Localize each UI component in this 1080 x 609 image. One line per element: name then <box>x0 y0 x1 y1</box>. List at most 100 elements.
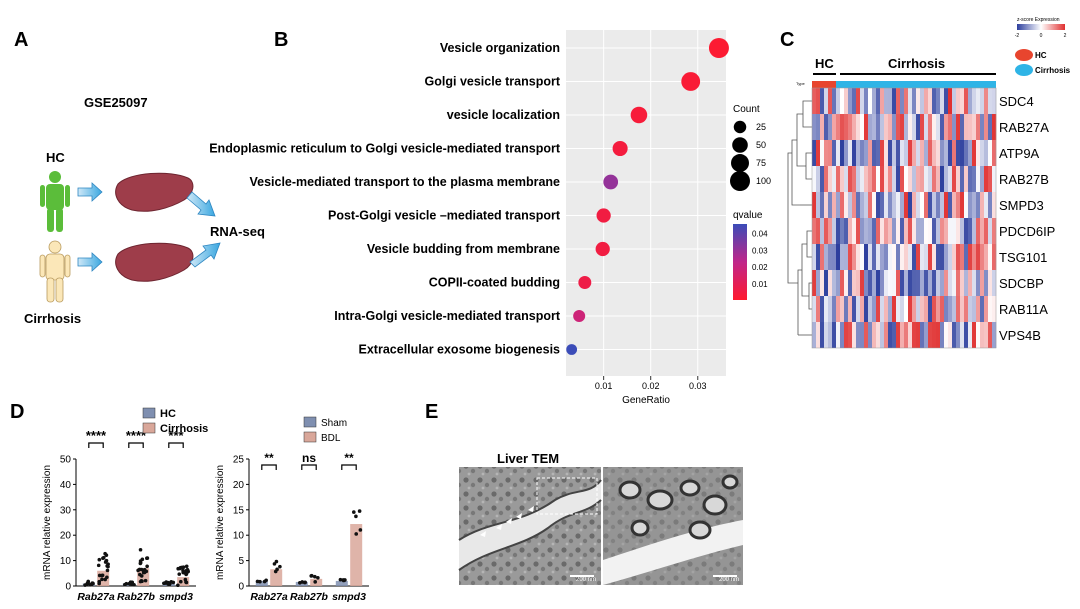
heatmap-cell <box>912 244 917 270</box>
heatmap-cell <box>840 270 845 296</box>
data-point <box>338 577 343 582</box>
heatmap-cell <box>860 322 865 348</box>
heatmap-cell <box>872 88 877 114</box>
heatmap-cell <box>820 270 825 296</box>
liver-icon <box>115 172 194 212</box>
heatmap-cell <box>880 114 885 140</box>
data-point <box>178 565 183 570</box>
heatmap-cell <box>924 322 929 348</box>
heatmap-cell <box>920 296 925 322</box>
term-label: Endoplasmic reticulum to Golgi vesicle-m… <box>209 142 561 156</box>
heatmap-border <box>811 87 997 349</box>
heatmap-cell <box>816 296 821 322</box>
data-point <box>138 579 143 584</box>
row-dendrogram <box>787 100 812 336</box>
heatmap-cell <box>956 218 961 244</box>
heatmap-cell <box>864 140 869 166</box>
heatmap-cell <box>944 322 949 348</box>
y-tick-label: 20 <box>233 480 245 491</box>
data-point <box>106 564 110 569</box>
heatmap-cell <box>836 140 841 166</box>
bar-chart-human: 0 10 20 30 40 50 mRNA relative expression **** R… <box>42 407 208 603</box>
heatmap-cell <box>984 270 989 296</box>
heatmap-cell <box>868 192 873 218</box>
significance-label: ** <box>264 451 274 465</box>
count-legend-dot <box>733 120 747 134</box>
heatmap-cell <box>880 88 885 114</box>
heatmap-cell <box>976 296 981 322</box>
tem-image-high-mag: 200 nm <box>603 467 743 585</box>
y-tick-label: 15 <box>233 505 245 516</box>
dataset-label: GSE25097 <box>84 95 148 110</box>
term-dot <box>566 344 578 355</box>
scale-bar-label-1: 200 nm <box>576 577 596 583</box>
heatmap-row-label: VPS4B <box>999 328 1041 343</box>
heatmap-cell <box>956 114 961 140</box>
heatmap-cell <box>928 296 933 322</box>
dendrogram-branch <box>791 139 800 206</box>
heatmap-cell <box>872 244 877 270</box>
heatmap-row-label: RAB27B <box>999 172 1049 187</box>
heatmap-cell <box>844 322 849 348</box>
heatmap-cell <box>900 296 905 322</box>
data-point <box>101 555 106 560</box>
heatmap-cell <box>960 322 965 348</box>
data-point <box>97 581 101 586</box>
heatmap-cell <box>952 322 957 348</box>
heatmap-cell <box>812 192 817 218</box>
heatmap-cell <box>948 322 953 348</box>
heatmap-cell <box>932 218 937 244</box>
heatmap-cell <box>972 166 977 192</box>
heatmap-cell <box>948 218 953 244</box>
heatmap-cell <box>824 322 829 348</box>
heatmap-cell <box>824 166 829 192</box>
heatmap-cell <box>964 114 969 140</box>
heatmap-cell <box>852 192 857 218</box>
heatmap-cell <box>916 88 921 114</box>
heatmap-cell <box>868 114 873 140</box>
heatmap-cell <box>844 192 849 218</box>
significance-label: *** <box>168 428 184 443</box>
heatmap-cell <box>912 192 917 218</box>
heatmap-cell <box>868 296 873 322</box>
data-point <box>130 582 134 587</box>
heatmap-cell <box>892 192 897 218</box>
heatmap-cell <box>876 270 881 296</box>
heatmap-cell <box>840 322 845 348</box>
y-tick-label: 25 <box>233 455 245 466</box>
heatmap-cell <box>964 244 969 270</box>
significance-bracket <box>128 442 144 448</box>
heatmap-cell <box>880 244 885 270</box>
heatmap-cell <box>980 192 985 218</box>
annot-hc <box>812 81 836 88</box>
heatmap-cell <box>900 218 905 244</box>
data-point <box>316 575 320 580</box>
heatmap-cell <box>920 88 925 114</box>
heatmap-cell <box>932 88 937 114</box>
heatmap-cell <box>992 166 997 192</box>
heatmap-cell <box>984 322 989 348</box>
heatmap-cell <box>904 270 909 296</box>
heatmap-cell <box>948 192 953 218</box>
heatmap-cell <box>932 270 937 296</box>
data-point <box>275 567 279 572</box>
heatmap-cell <box>844 166 849 192</box>
heatmap-cell <box>884 218 889 244</box>
term-dot <box>630 106 648 124</box>
heatmap-cell <box>908 322 913 348</box>
heatmap-cell <box>848 166 853 192</box>
legend-swatch <box>303 416 317 428</box>
heatmap-cell <box>972 296 977 322</box>
heatmap-cell <box>896 114 901 140</box>
heatmap-cell <box>856 296 861 322</box>
heatmap-cell <box>900 244 905 270</box>
x-tick-label: 0.02 <box>642 381 660 391</box>
heatmap-cell <box>908 166 913 192</box>
heatmap-cell <box>992 244 997 270</box>
heatmap-cell <box>856 218 861 244</box>
heatmap-cell <box>812 88 817 114</box>
y-tick-label: 0 <box>238 582 244 593</box>
scale-bar-label-2: 200 nm <box>719 577 739 583</box>
data-point <box>358 528 363 532</box>
zscore-colorbar <box>1017 24 1065 30</box>
